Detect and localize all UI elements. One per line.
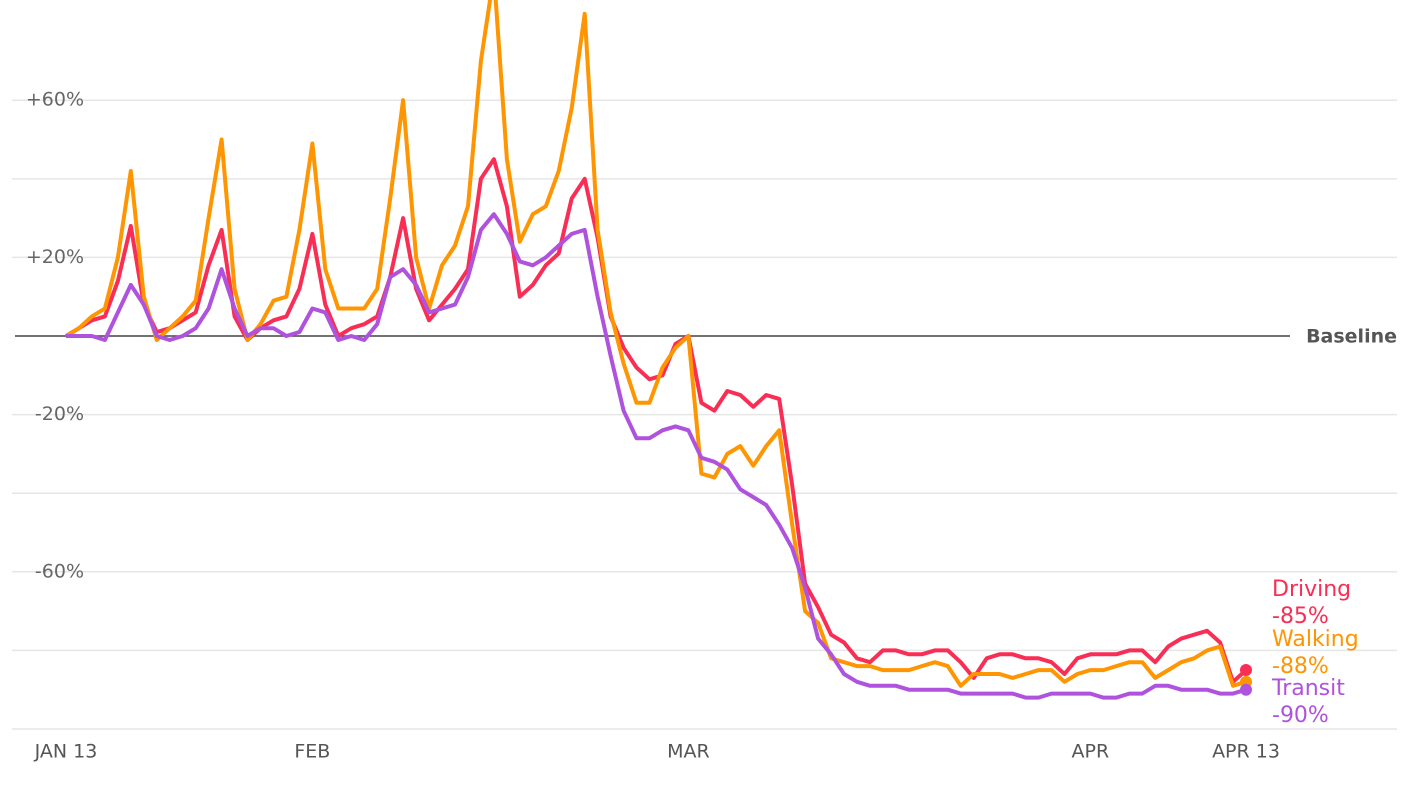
end-dot [1240,664,1252,677]
series-name: Driving [1272,577,1351,602]
y-tick-label: +20% [26,246,84,268]
end-value-label: -88% [1272,654,1329,679]
y-tick-label: -60% [35,560,84,582]
series-line [64,157,1248,684]
baseline-label: Baseline [1306,326,1397,348]
series-line [66,212,1247,700]
y-tick-label: -20% [35,403,84,425]
grid [12,99,1397,730]
plot-area [64,0,1248,700]
end-value-label: -85% [1272,604,1329,629]
end-dot [1240,683,1252,696]
x-tick-label: FEB [294,741,330,763]
x-tick-label: APR [1072,741,1110,763]
x-tick-label: MAR [667,741,710,763]
labels: +60% +20% -20% -60% Baseline JAN 13 FEB MAR APR A… [26,89,1397,763]
x-tick-label: APR 13 [1212,741,1280,763]
end-value-label: -90% [1272,703,1329,728]
series-line [64,0,1247,688]
series-name: Transit [1271,676,1345,701]
series-name: Walking [1272,627,1359,652]
y-tick-label: +60% [26,89,84,111]
x-tick-label: JAN 13 [34,741,98,763]
